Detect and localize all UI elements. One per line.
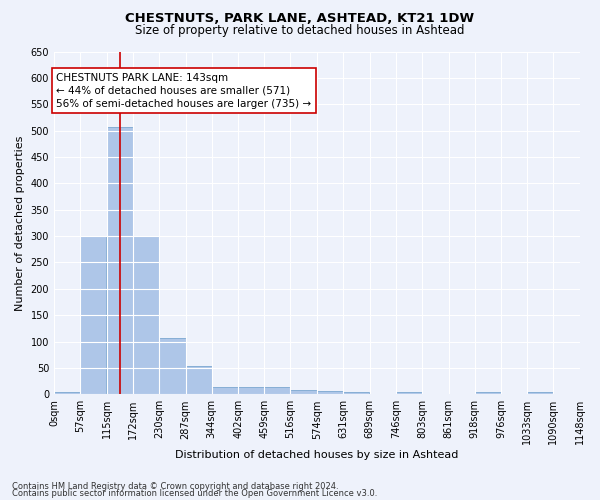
Bar	[396, 392, 422, 394]
Text: Size of property relative to detached houses in Ashtead: Size of property relative to detached ho…	[135, 24, 465, 37]
X-axis label: Distribution of detached houses by size in Ashtead: Distribution of detached houses by size …	[175, 450, 459, 460]
Bar	[343, 392, 369, 394]
Bar	[527, 392, 553, 394]
Bar	[475, 392, 501, 394]
Bar	[317, 390, 343, 394]
Bar	[290, 390, 317, 394]
Text: Contains public sector information licensed under the Open Government Licence v3: Contains public sector information licen…	[12, 489, 377, 498]
Text: CHESTNUTS PARK LANE: 143sqm
← 44% of detached houses are smaller (571)
56% of se: CHESTNUTS PARK LANE: 143sqm ← 44% of det…	[56, 72, 311, 109]
Text: CHESTNUTS, PARK LANE, ASHTEAD, KT21 1DW: CHESTNUTS, PARK LANE, ASHTEAD, KT21 1DW	[125, 12, 475, 26]
Bar	[80, 236, 106, 394]
Bar	[580, 392, 600, 394]
Bar	[107, 127, 133, 394]
Bar	[238, 387, 265, 394]
Bar	[212, 387, 238, 394]
Y-axis label: Number of detached properties: Number of detached properties	[15, 135, 25, 310]
Bar	[160, 338, 185, 394]
Bar	[185, 366, 212, 394]
Text: Contains HM Land Registry data © Crown copyright and database right 2024.: Contains HM Land Registry data © Crown c…	[12, 482, 338, 491]
Bar	[265, 387, 290, 394]
Bar	[54, 392, 80, 394]
Bar	[133, 236, 159, 394]
